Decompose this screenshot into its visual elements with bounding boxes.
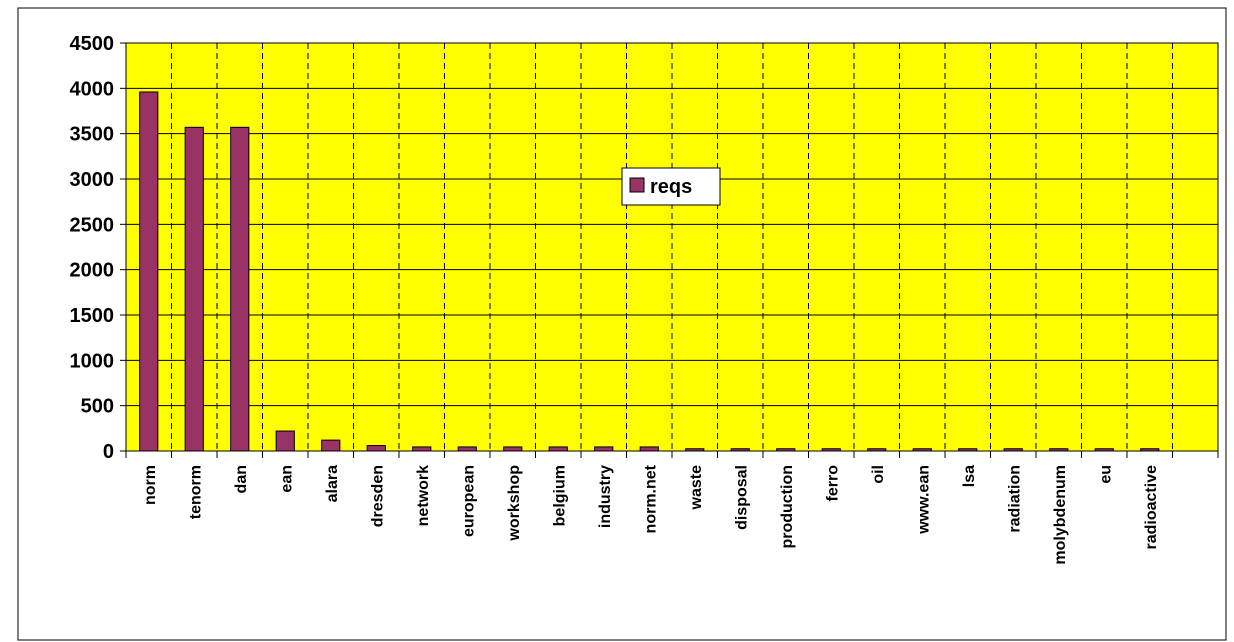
bar [184, 126, 204, 452]
bar [503, 446, 523, 452]
x-tick-label: eu [1097, 465, 1114, 484]
x-tick-label: radiation [1006, 465, 1023, 533]
legend-label: reqs [650, 176, 692, 198]
bar [912, 448, 932, 452]
x-tick-label: ean [278, 465, 295, 493]
bar [639, 446, 659, 452]
bar [867, 448, 887, 452]
bar [1140, 448, 1160, 452]
y-tick-label: 1500 [70, 305, 115, 327]
bar [776, 448, 796, 452]
x-tick-label: dan [233, 465, 250, 493]
x-tick-label: workshop [506, 465, 523, 542]
x-tick-label: network [415, 465, 432, 526]
y-tick-label: 4500 [70, 33, 115, 55]
bar [821, 448, 841, 452]
bar [1094, 448, 1114, 452]
x-tick-label: tenorm [187, 465, 204, 519]
bar [366, 445, 386, 452]
y-tick-label: 4000 [70, 78, 115, 100]
x-tick-label: ferro [824, 465, 841, 502]
y-tick-label: 500 [81, 396, 114, 418]
bar [730, 448, 750, 452]
x-tick-label: disposal [733, 465, 750, 530]
legend-swatch [629, 177, 645, 193]
bar [457, 446, 477, 452]
bar [685, 448, 705, 452]
x-tick-label: www.ean [915, 465, 932, 535]
bar [412, 446, 432, 452]
x-tick-label: belgium [551, 465, 568, 526]
x-tick-label: radioactive [1143, 465, 1160, 550]
y-tick-label: 2500 [70, 214, 115, 236]
x-tick-label: molybdenum [1052, 465, 1069, 565]
bar [1049, 448, 1069, 452]
bar [594, 446, 614, 452]
y-tick-label: 1000 [70, 350, 115, 372]
x-tick-label: norm [142, 465, 159, 505]
y-tick-label: 0 [103, 441, 114, 463]
x-tick-label: industry [597, 465, 614, 528]
bar [275, 430, 295, 452]
x-tick-label: lsa [961, 465, 978, 487]
x-tick-label: norm.net [642, 464, 659, 533]
bar [321, 439, 341, 452]
y-tick-label: 3500 [70, 124, 115, 146]
legend: reqs [621, 167, 721, 206]
x-tick-label: alara [324, 465, 341, 502]
x-tick-label: waste [688, 465, 705, 511]
bar [958, 448, 978, 452]
bar [139, 91, 159, 452]
bar [1003, 448, 1023, 452]
x-tick-label: production [779, 465, 796, 549]
x-tick-label: european [460, 465, 477, 537]
bar [230, 126, 250, 452]
y-tick-label: 2000 [70, 260, 115, 282]
x-tick-label: oil [870, 465, 887, 484]
y-tick-label: 3000 [70, 169, 115, 191]
x-tick-label: dresden [369, 465, 386, 527]
bar [548, 446, 568, 452]
